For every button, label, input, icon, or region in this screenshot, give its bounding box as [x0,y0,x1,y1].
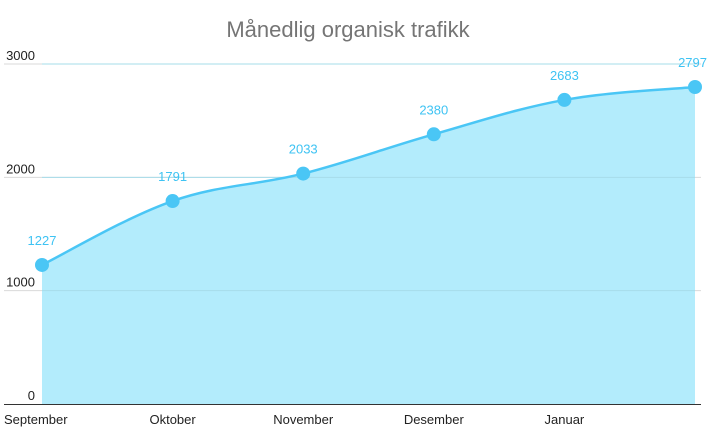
data-point [557,92,572,107]
area-fill-layer [42,63,695,405]
x-tick-label: Januar [545,412,585,427]
y-tick-label: 0 [28,388,35,403]
data-point [688,80,702,95]
y-axis-tick-labels: 0 1000 2000 3000 [6,48,35,403]
data-point [426,127,441,142]
area-fill [42,87,695,405]
x-tick-label: Desember [404,412,465,427]
y-tick-label: 3000 [6,48,35,63]
data-label: 2380 [419,102,448,117]
data-label: 1227 [28,233,57,248]
series-line [41,85,696,267]
series-line-layer [41,85,696,267]
data-label: 1791 [158,169,187,184]
data-point [165,194,180,209]
data-labels: 1227 1791 2033 2380 2683 2797 [28,55,707,248]
x-axis-tick-labels: September Oktober November Desember Januar [4,412,585,427]
data-label: 2797 [678,55,707,70]
data-points [35,80,702,272]
y-tick-label: 2000 [6,161,35,176]
data-label: 2033 [289,142,318,157]
x-tick-label: November [273,412,334,427]
chart-title: Månedlig organisk trafikk [226,17,470,42]
y-tick-label: 1000 [6,275,35,290]
data-label: 2683 [550,68,579,83]
x-tick-label: September [4,412,68,427]
data-point [296,166,311,181]
x-tick-label: Oktober [149,412,196,427]
data-point [35,257,49,272]
